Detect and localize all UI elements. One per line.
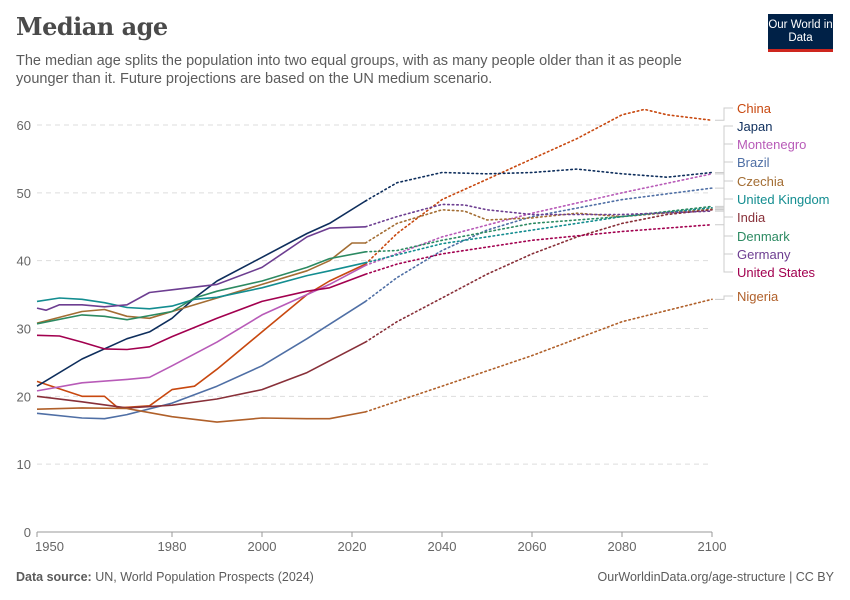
series-line-japan	[36, 200, 366, 387]
series-line-brazil	[36, 300, 366, 420]
x-tick-label: 2020	[338, 539, 367, 554]
source-text[interactable]: UN, World Population Prospects (2024)	[95, 570, 314, 584]
series-line-nigeria	[36, 407, 366, 423]
projection-line-united-states	[364, 223, 713, 276]
series-line-india	[36, 341, 366, 409]
x-tick-label: 2060	[518, 539, 547, 554]
y-tick-label: 50	[17, 186, 31, 201]
legend-connector	[715, 143, 733, 175]
legend-connector	[715, 180, 733, 210]
projection-line-czechia	[364, 208, 713, 244]
projection-line-china	[364, 108, 713, 265]
legend-connector	[715, 107, 733, 121]
x-tick-label: 2080	[608, 539, 637, 554]
projection-line-brazil	[364, 187, 713, 303]
projection-line-japan	[364, 168, 713, 202]
legend-label: Japan	[737, 119, 772, 134]
legend-connector	[715, 224, 733, 273]
x-tick-label: 1980	[158, 539, 187, 554]
series-line-germany	[36, 226, 366, 312]
legend-label: China	[737, 101, 772, 116]
chart-title: Median age	[16, 12, 168, 41]
legend-label: Czechia	[737, 174, 785, 189]
x-tick-label: 1950	[35, 539, 64, 554]
projection-line-india	[364, 209, 713, 343]
y-tick-label: 10	[17, 457, 31, 472]
y-tick-label: 20	[17, 389, 31, 404]
projection-line-denmark	[364, 205, 713, 253]
legend-connector	[715, 295, 733, 300]
source-label: Data source:	[16, 570, 92, 584]
legend-label: Brazil	[737, 155, 770, 170]
source-url[interactable]: OurWorldinData.org/age-structure | CC BY	[597, 570, 834, 584]
legend-label: Nigeria	[737, 289, 779, 304]
legend-label: Denmark	[737, 229, 790, 244]
legend-label: United States	[737, 265, 816, 280]
chart-subtitle: The median age splits the population int…	[16, 53, 682, 87]
legend-connector	[715, 161, 733, 189]
owid-logo[interactable]: Our World in Data	[768, 14, 833, 52]
series-line-czechia	[36, 242, 366, 324]
y-tick-label: 0	[24, 525, 31, 540]
series-line-united-states	[36, 273, 366, 351]
x-tick-label: 2100	[698, 539, 727, 554]
legend-label: United Kingdom	[737, 192, 830, 207]
y-tick-label: 40	[17, 254, 31, 269]
y-tick-label: 60	[17, 118, 31, 133]
legend-label: Germany	[737, 247, 791, 262]
projection-line-montenegro	[364, 173, 713, 267]
projection-line-germany	[364, 203, 713, 228]
projection-line-nigeria	[364, 298, 713, 413]
x-tick-label: 2040	[428, 539, 457, 554]
y-tick-label: 30	[17, 322, 31, 337]
series-line-united-kingdom	[36, 261, 366, 310]
data-source: Data source: UN, World Population Prospe…	[16, 570, 314, 584]
legend-connector	[715, 198, 733, 209]
legend-label: India	[737, 210, 766, 225]
x-tick-label: 2000	[248, 539, 277, 554]
legend-label: Montenegro	[737, 137, 806, 152]
series-line-denmark	[36, 251, 366, 325]
